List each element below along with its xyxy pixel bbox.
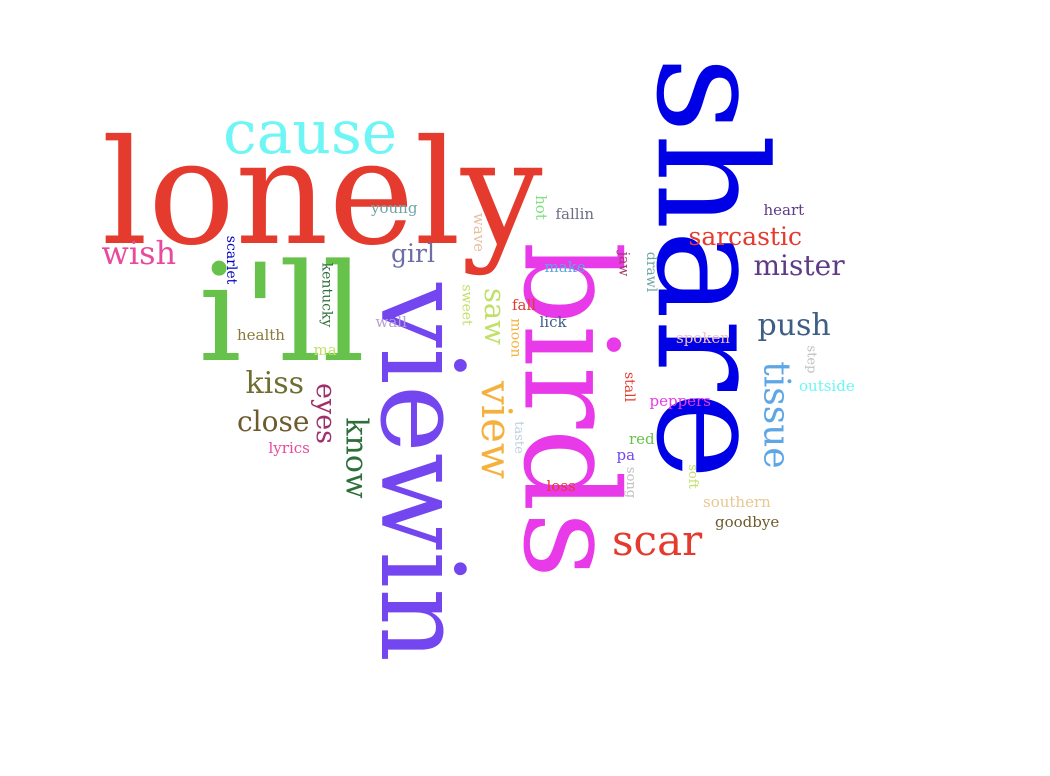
word-heart: heart — [763, 200, 805, 219]
word-ma: ma — [313, 340, 337, 359]
word-wave: wave — [469, 212, 488, 252]
word-goodbye: goodbye — [715, 512, 780, 531]
word-song: song — [622, 466, 638, 498]
word-fallin: fallin — [555, 204, 595, 223]
word-stall: stall — [621, 371, 638, 403]
word-health: health — [237, 325, 285, 344]
word-sarcastic: sarcastic — [688, 221, 802, 251]
word-fall: fall — [512, 295, 537, 314]
word-push: push — [757, 308, 831, 343]
word-jaw: jaw — [614, 251, 631, 277]
word-loss: loss — [546, 476, 576, 495]
word-pa: pa — [616, 445, 636, 464]
word-ill: i'll — [198, 234, 366, 392]
word-young: young — [371, 198, 418, 217]
word-southern: southern — [703, 492, 771, 511]
word-kiss: kiss — [245, 366, 305, 401]
word-moon: moon — [507, 318, 524, 358]
word-sweet: sweet — [458, 284, 475, 326]
word-peppers: peppers — [649, 391, 711, 410]
word-lyrics: lyrics — [268, 438, 310, 457]
word-scar: scar — [612, 516, 703, 565]
word-kentucky: kentucky — [317, 262, 334, 328]
word-close: close — [237, 405, 310, 438]
word-scarlet: scarlet — [223, 235, 240, 285]
word-eyes: eyes — [309, 382, 341, 444]
word-outside: outside — [799, 376, 855, 395]
word-spoken: spoken — [676, 328, 730, 347]
word-saw: saw — [477, 287, 512, 345]
word-hot: hot — [531, 194, 550, 220]
word-girl: girl — [391, 238, 435, 268]
word-wish: wish — [101, 234, 177, 272]
word-wall: wall — [375, 312, 407, 331]
word-cause: cause — [223, 98, 398, 168]
word-taste: taste — [510, 420, 526, 454]
word-step: step — [803, 345, 819, 373]
word-mister: mister — [753, 249, 845, 282]
word-red: red — [629, 429, 655, 448]
word-soft: soft — [684, 463, 700, 489]
word-make: make — [544, 257, 586, 276]
word-tissue: tissue — [755, 361, 797, 469]
word-lonely: lonely — [101, 108, 543, 278]
word-viewin: viewin — [353, 282, 488, 662]
word-drawl: drawl — [643, 251, 660, 293]
word-lick: lick — [539, 312, 567, 331]
word-know: know — [338, 417, 374, 499]
